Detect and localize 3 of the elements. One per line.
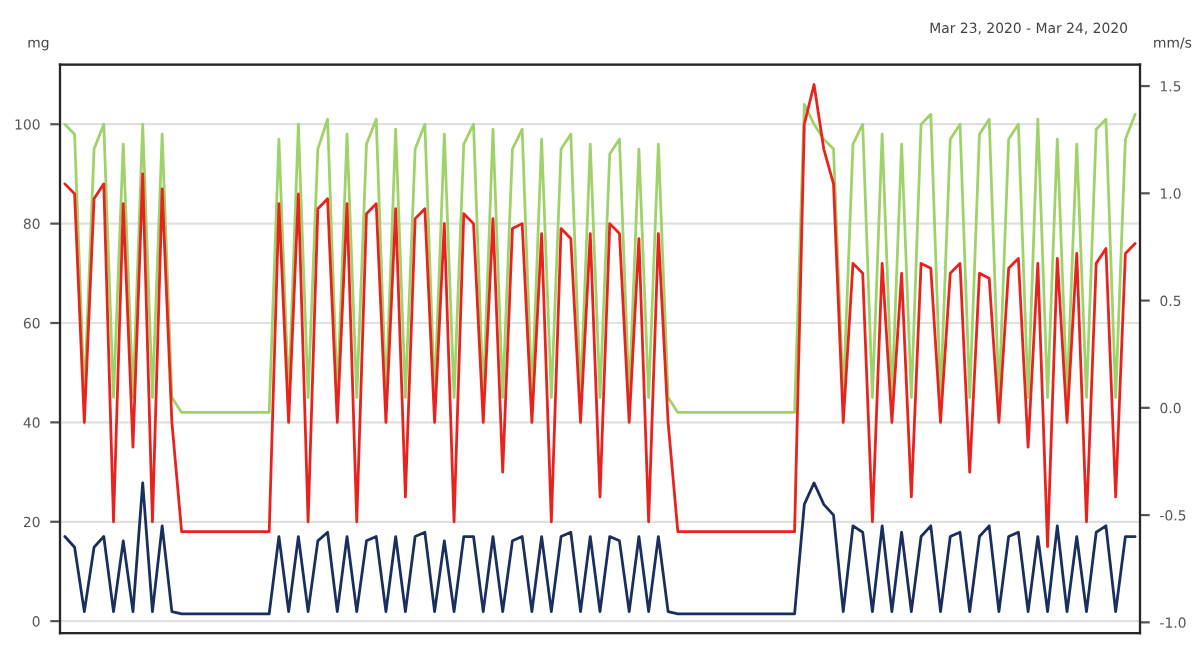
line-series	[63, 83, 1137, 549]
line-series	[63, 481, 1137, 616]
line-series	[63, 102, 1137, 414]
